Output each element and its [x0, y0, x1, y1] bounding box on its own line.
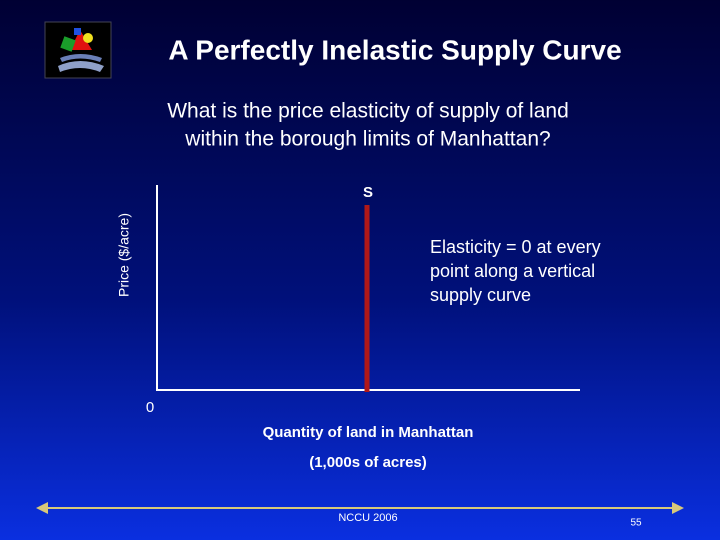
annotation-line: Elasticity = 0 at every	[430, 237, 601, 257]
x-axis-label: Quantity of land in Manhattan	[263, 424, 474, 441]
footer-rule	[36, 502, 684, 514]
logo	[44, 21, 112, 79]
page-number: 55	[630, 518, 642, 529]
footer-text: NCCU 2006	[338, 512, 397, 524]
supply-label: S	[363, 184, 373, 201]
question-line: What is the price elasticity of supply o…	[167, 100, 569, 123]
title: A Perfectly Inelastic Supply Curve	[168, 34, 621, 65]
annotation-line: supply curve	[430, 285, 531, 305]
x-axis-label: (1,000s of acres)	[309, 454, 427, 471]
annotation-line: point along a vertical	[430, 261, 595, 281]
y-axis-label: Price ($/acre)	[116, 213, 132, 297]
question-line: within the borough limits of Manhattan?	[184, 128, 550, 151]
origin-label: 0	[146, 399, 154, 416]
